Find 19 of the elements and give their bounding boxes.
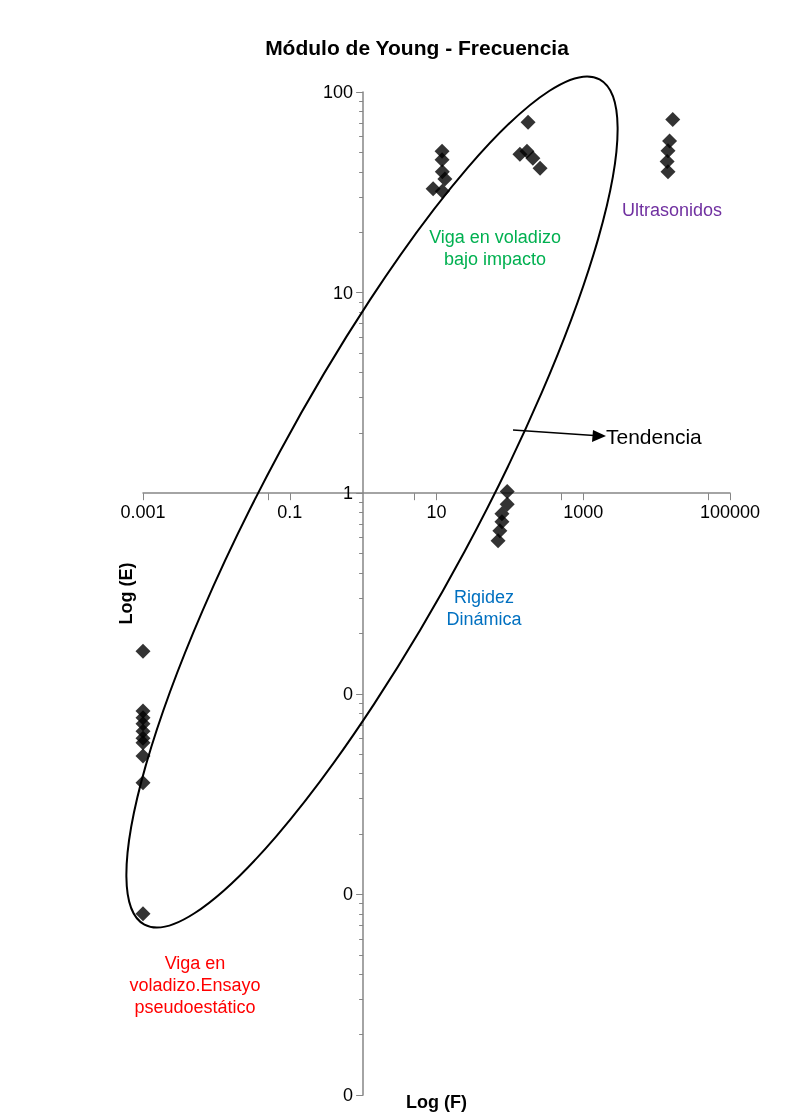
- y-tick-label: 0: [343, 884, 354, 905]
- annotation: Viga en voladizo bajo impacto: [429, 227, 561, 269]
- x-tick-label: 10: [426, 502, 447, 523]
- annotation: Viga en voladizo.Ensayo pseudoestático: [129, 953, 261, 1017]
- x-tick-label: 1000: [563, 502, 604, 523]
- annotation: Tendencia: [606, 424, 703, 448]
- y-tick-label: 1: [343, 483, 354, 504]
- x-tick-label: 100000: [699, 502, 761, 523]
- y-tick-label: 0: [343, 1085, 354, 1105]
- y-axis-title: Log (E): [116, 562, 136, 625]
- x-axis-title: Log (F): [406, 1092, 467, 1112]
- annotation: Rigidez Dinámica: [446, 587, 523, 629]
- x-tick-label: 0.1: [277, 502, 303, 523]
- annotation: Ultrasonidos: [621, 200, 723, 220]
- x-tick-label: 0.001: [120, 502, 166, 523]
- y-tick-label: 100: [323, 82, 354, 102]
- y-tick-label: 0: [343, 683, 354, 704]
- chart-title: Módulo de Young - Frecuencia: [265, 36, 570, 59]
- y-tick-label: 10: [333, 282, 354, 303]
